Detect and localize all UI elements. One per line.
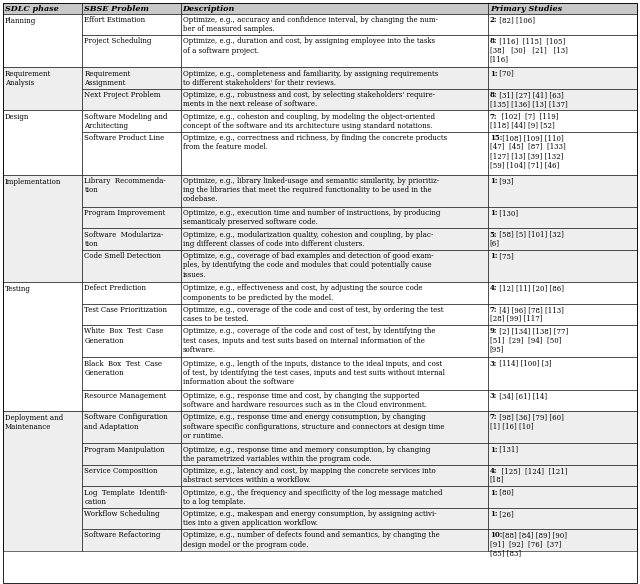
Bar [3,13,83,67]
Text: 3:: 3: [490,392,497,400]
Bar [83,228,180,250]
Text: Optimize, e.g., coverage of the code and cost of test, by identifying the
test c: Optimize, e.g., coverage of the code and… [182,328,435,354]
Text: [38]   [30]   [21]   [13]
[116]: [38] [30] [21] [13] [116] [490,46,568,63]
Bar [83,35,180,67]
Bar [488,325,637,357]
Bar [180,13,488,35]
Text: Optimize, e.g., duration and cost, by assigning employee into the tasks
of a sof: Optimize, e.g., duration and cost, by as… [182,37,435,55]
Text: [80]: [80] [497,488,514,496]
Text: [98] [36] [79] [60]: [98] [36] [79] [60] [497,413,564,421]
Text: [12] [11] [20] [86]: [12] [11] [20] [86] [497,284,564,293]
Bar [83,13,180,35]
Text: 5:: 5: [490,231,497,239]
Bar [83,250,180,282]
Bar [3,175,83,282]
Bar [488,443,637,465]
Text: Planning: Planning [5,16,36,25]
Bar [180,282,488,304]
Bar [83,507,180,529]
Text: Service Composition: Service Composition [84,467,158,475]
Text: Software Modeling and
Architecting: Software Modeling and Architecting [84,113,168,130]
Text: Optimize, e.g., length of the inputs, distance to the ideal inputs, and cost
of : Optimize, e.g., length of the inputs, di… [182,360,444,386]
Bar [83,465,180,486]
Text: SDLC phase: SDLC phase [5,5,59,13]
Bar [83,486,180,507]
Text: Software Product Line: Software Product Line [84,134,164,142]
Bar [83,67,180,89]
Text: [70]: [70] [497,69,514,78]
Text: Optimize, e.g., makespan and energy consumption, by assigning activi-
ties into : Optimize, e.g., makespan and energy cons… [182,510,436,527]
Bar [180,304,488,325]
Bar [83,357,180,390]
Text: 9:: 9: [490,328,497,335]
Text: Optimize, e.g., response time and energy consumption, by changing
software speci: Optimize, e.g., response time and energy… [182,413,444,440]
Bar [488,207,637,228]
Text: Program Improvement: Program Improvement [84,209,166,217]
Text: Program Manipulation: Program Manipulation [84,446,165,454]
Text: [26]: [26] [497,510,514,518]
Text: Optimize, e.g., modularization quality, cohesion and coupling, by plac-
ing diff: Optimize, e.g., modularization quality, … [182,231,433,248]
Text: Optimize, e.g., library linked-usage and semantic similarity, by prioritiz-
ing : Optimize, e.g., library linked-usage and… [182,177,438,203]
Bar [83,325,180,357]
Bar [180,486,488,507]
Text: 1:: 1: [490,446,497,454]
Bar [83,411,180,443]
Bar [488,228,637,250]
Text: [2] [134] [138] [77]: [2] [134] [138] [77] [497,328,568,335]
Bar [180,228,488,250]
Text: SBSE Problem: SBSE Problem [84,5,149,13]
Bar [488,390,637,411]
Text: Optimize, e.g., accuracy and confidence interval, by changing the num-
ber of me: Optimize, e.g., accuracy and confidence … [182,16,438,33]
Bar [488,357,637,390]
Bar [180,443,488,465]
Text: Log  Template  Identifi-
cation: Log Template Identifi- cation [84,488,168,506]
Bar [488,411,637,443]
Bar [180,3,488,13]
Bar [180,35,488,67]
Bar [3,282,83,411]
Text: Optimize, e.g., correctness and richness, by finding the concrete products
from : Optimize, e.g., correctness and richness… [182,134,447,151]
Bar [488,110,637,132]
Bar [180,390,488,411]
Text: [82] [106]: [82] [106] [497,16,535,24]
Bar [180,250,488,282]
Text: Implementation: Implementation [5,178,61,186]
Bar [180,175,488,207]
Text: [135] [136] [13] [137]: [135] [136] [13] [137] [490,100,568,108]
Bar [488,486,637,507]
Text: 1:: 1: [490,177,497,185]
Text: Library  Recommenda-
tion: Library Recommenda- tion [84,177,166,194]
Text: Optimize, e.g., robustness and cost, by selecting stakeholders' require-
ments i: Optimize, e.g., robustness and cost, by … [182,91,435,109]
Text: Defect Prediction: Defect Prediction [84,284,147,293]
Bar [180,357,488,390]
Text: Optimize, e.g., coverage of the code and cost of test, by ordering the test
case: Optimize, e.g., coverage of the code and… [182,306,443,323]
Text: Optimize, e.g., coverage of bad examples and detection of good exam-
ples, by id: Optimize, e.g., coverage of bad examples… [182,252,433,279]
Bar [83,175,180,207]
Bar [83,390,180,411]
Text: [116]  [115]  [105]: [116] [115] [105] [497,37,565,46]
Text: Optimize, e.g., completeness and familiarity, by assigning requirements
to diffe: Optimize, e.g., completeness and familia… [182,69,438,87]
Bar [83,132,180,175]
Text: Project Scheduling: Project Scheduling [84,37,152,46]
Bar [488,507,637,529]
Text: 1:: 1: [490,252,497,260]
Text: [51]  [29]  [94]  [50]
[95]: [51] [29] [94] [50] [95] [490,336,561,353]
Bar [488,89,637,110]
Bar [488,175,637,207]
Text: 1:: 1: [490,69,497,78]
Bar [488,67,637,89]
Bar [488,13,637,35]
Bar [488,282,637,304]
Text: Optimize, e.g., number of defects found and semantics, by changing the
design mo: Optimize, e.g., number of defects found … [182,531,439,549]
Text: 1:: 1: [490,209,497,217]
Text: Resource Management: Resource Management [84,392,166,400]
Text: White  Box  Test  Case
Generation: White Box Test Case Generation [84,328,164,345]
Bar [488,132,637,175]
Text: 2:: 2: [490,16,497,24]
Text: Test Case Prioritization: Test Case Prioritization [84,306,167,314]
Text: [102]  [7]  [119]: [102] [7] [119] [497,113,559,121]
Bar [3,110,83,175]
Text: 7:: 7: [490,413,497,421]
Bar [488,250,637,282]
Text: [31] [27] [41] [63]: [31] [27] [41] [63] [497,91,564,99]
